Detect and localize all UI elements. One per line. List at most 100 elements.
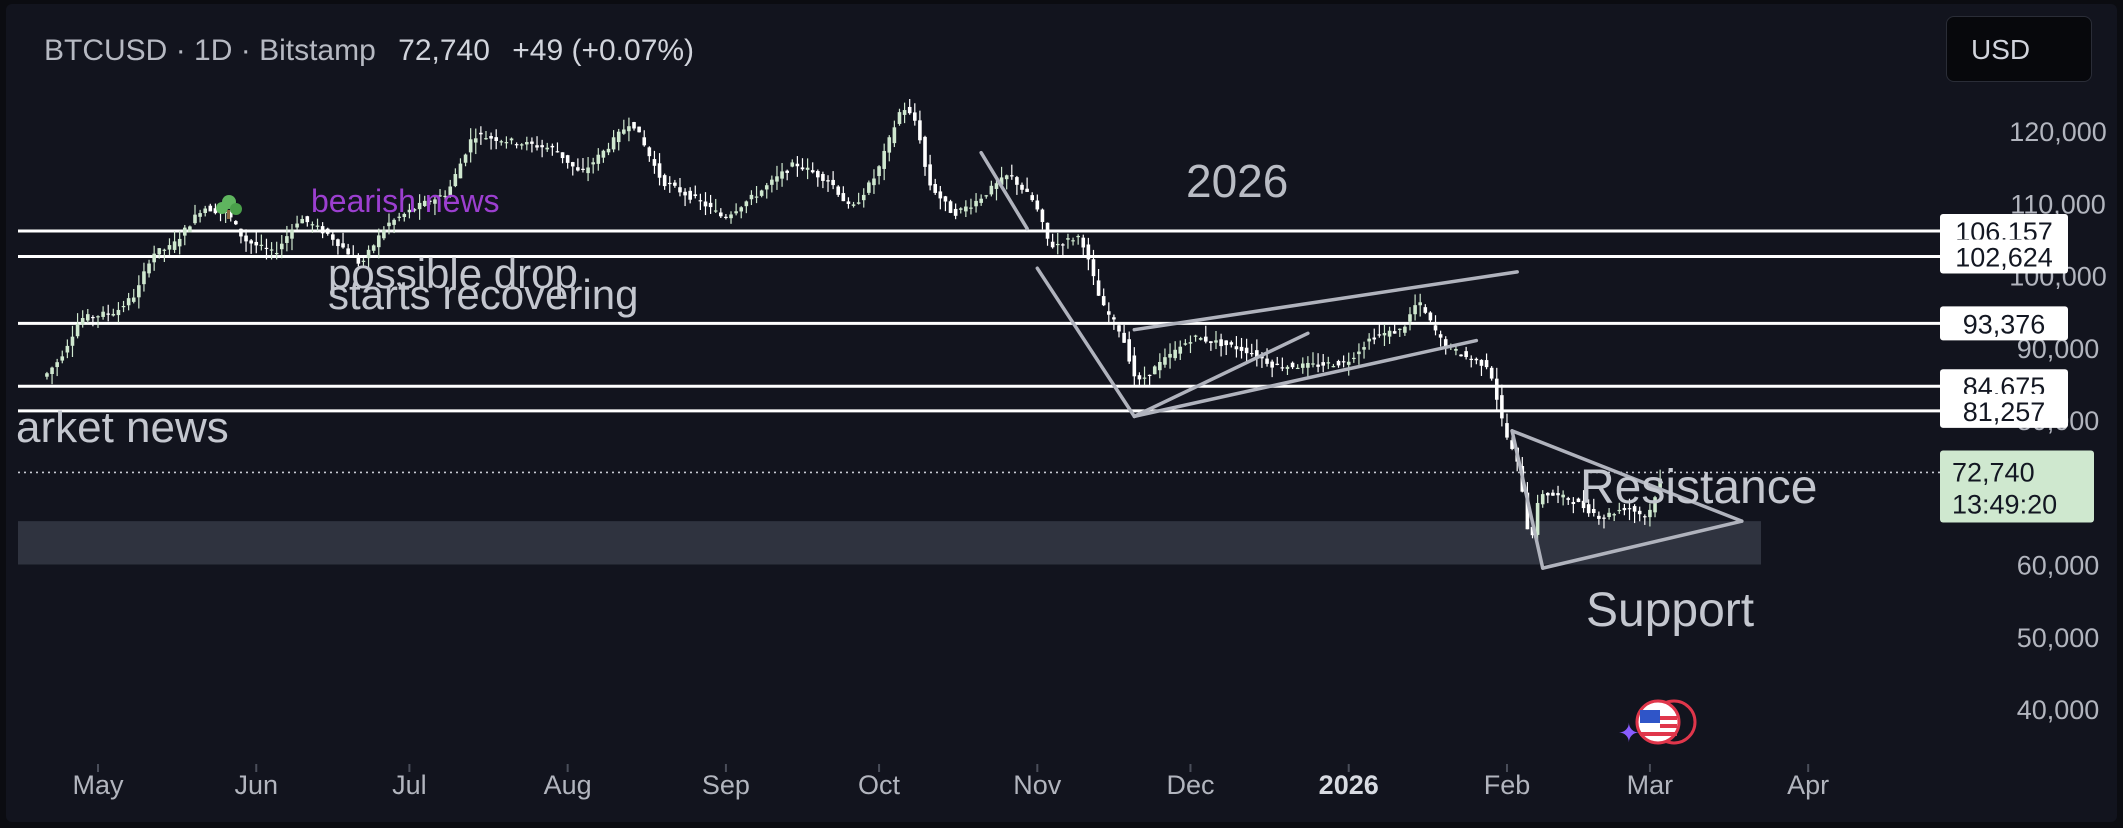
candle-body: [1382, 332, 1387, 336]
candle-body: [1372, 337, 1377, 340]
candle-body: [892, 127, 897, 144]
currency-button[interactable]: USD: [1946, 16, 2092, 82]
candle-body: [1015, 177, 1019, 185]
candle-body: [657, 163, 662, 178]
trendline-drawing: [1035, 266, 1137, 419]
candle-body: [1168, 353, 1172, 358]
candle-body: [1040, 209, 1045, 223]
candle-body: [846, 201, 851, 204]
trendline-drawing: [1510, 429, 1744, 523]
y-axis-tick-label: 120,000: [2009, 117, 2107, 147]
exchange-label: Bitstamp: [259, 34, 376, 67]
candle-body: [96, 316, 100, 318]
candle-body: [1403, 326, 1407, 333]
candle-body: [1173, 349, 1177, 359]
candle-body: [1530, 526, 1535, 536]
candle-body: [1193, 335, 1198, 337]
candle-body: [494, 137, 498, 141]
event-badge-stripe: [1640, 732, 1676, 736]
trendline-drawing: [1132, 331, 1310, 419]
candle-body: [525, 142, 529, 145]
level-price-tag: [1940, 214, 2068, 249]
candle-body: [341, 243, 345, 248]
candle-body: [933, 184, 938, 193]
candle-body: [780, 171, 784, 179]
candle-body: [683, 191, 687, 196]
candle-body: [101, 311, 105, 317]
annotation-text: possible drop: [328, 250, 578, 297]
candle-body: [1122, 332, 1126, 343]
candle-body: [897, 112, 902, 124]
candle-body: [1474, 358, 1479, 361]
candle-body: [198, 213, 202, 217]
candle-body: [555, 151, 560, 153]
candle-body: [300, 219, 304, 224]
candle-body: [167, 245, 172, 250]
tree-icon-leaf: [216, 202, 228, 214]
candle-body: [576, 167, 580, 171]
candle-body: [969, 207, 973, 209]
chart-frame[interactable]: bearish news possible drop starts recoveri…: [6, 4, 2117, 822]
candle-body: [754, 196, 759, 198]
candle-body: [642, 137, 647, 146]
candle-body: [1459, 354, 1463, 357]
support-zone: [18, 521, 1761, 565]
candle-body: [376, 235, 381, 248]
symbol-name[interactable]: BTCUSD: [44, 34, 168, 67]
candle-body: [1275, 363, 1280, 365]
interval-label[interactable]: 1D: [194, 34, 233, 67]
candle-body: [152, 253, 156, 263]
candle-body: [586, 167, 590, 174]
candle-body: [1188, 342, 1193, 344]
candle-body: [989, 185, 994, 195]
level-price-tag: [1940, 239, 2068, 274]
trendline-drawing: [979, 150, 1029, 231]
annotation-text: Resistance: [1580, 461, 1817, 514]
candle-body: [994, 183, 999, 189]
candle-body: [1387, 330, 1392, 337]
candle-body: [1295, 367, 1300, 370]
candle-body: [504, 142, 509, 144]
candle-body: [953, 208, 958, 216]
candle-body: [841, 193, 846, 202]
candle-body: [1178, 346, 1183, 354]
candle-body: [279, 243, 284, 250]
trendline-drawing: [1510, 429, 1545, 570]
candle-body: [1076, 235, 1080, 238]
candle-body: [1260, 356, 1264, 359]
candle-body: [1653, 497, 1657, 513]
last-price-tag: [1940, 450, 2094, 523]
candle-body: [80, 318, 85, 325]
candle-body: [739, 207, 744, 212]
candle-body: [1561, 494, 1565, 498]
candle-body: [55, 362, 59, 368]
candle-body: [918, 120, 922, 141]
candle-body: [810, 170, 815, 173]
candle-body: [1290, 362, 1295, 368]
candle-body: [91, 316, 95, 319]
candle-body: [1428, 312, 1433, 321]
candle-body: [1341, 361, 1346, 363]
candle-body: [1239, 346, 1244, 351]
x-axis-tick-label: Oct: [858, 770, 901, 800]
candle-body: [662, 175, 667, 187]
candle-body: [1061, 244, 1065, 246]
candle-body: [1469, 358, 1474, 361]
candle-body: [177, 238, 182, 247]
candle-body: [530, 141, 534, 144]
candle-body: [1030, 195, 1035, 201]
candle-body: [1413, 305, 1417, 315]
candle-body: [984, 195, 989, 197]
candle-body: [499, 141, 504, 143]
us-flag-event-icon: ✦: [1618, 699, 1697, 749]
candle-body: [545, 147, 550, 150]
candle-body: [371, 245, 376, 251]
candle-body: [274, 252, 279, 255]
candle-body: [749, 194, 754, 200]
candle-body: [678, 187, 682, 193]
candle-body: [228, 211, 233, 218]
x-axis-tick-label: 2026: [1319, 770, 1379, 800]
candle-body: [1632, 506, 1637, 512]
annotation-text: arket news: [16, 403, 229, 452]
